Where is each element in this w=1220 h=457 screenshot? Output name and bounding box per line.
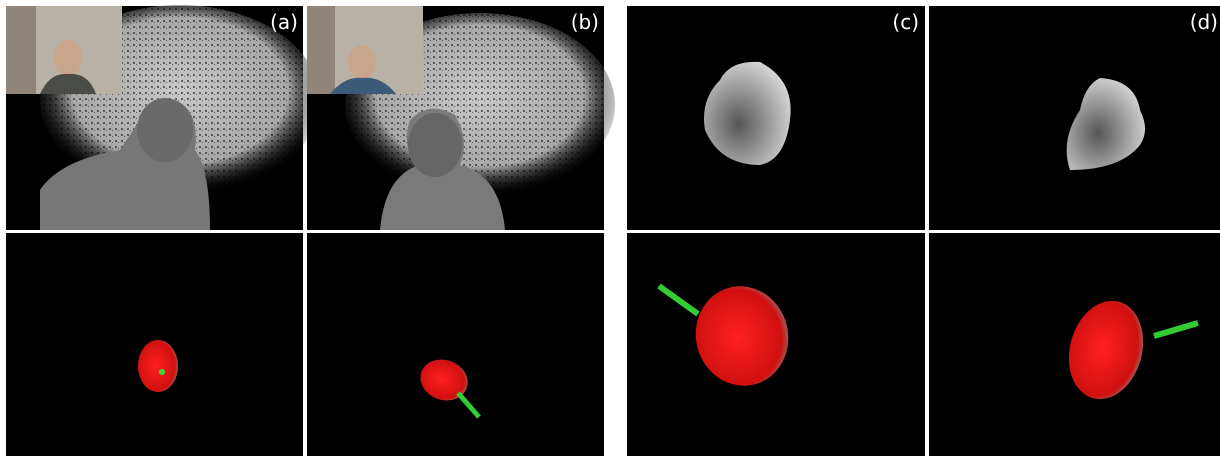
panel-a-depth (6, 5, 320, 230)
panel-d-model (929, 233, 1220, 456)
panel-d-depth (929, 6, 1220, 230)
inset-photo (6, 6, 122, 94)
panel-b-model (307, 233, 604, 456)
panel-c-depth (627, 6, 925, 230)
inset-photo (307, 6, 423, 94)
panel-b-depth (307, 6, 615, 230)
panel-label: (d) (1190, 10, 1218, 34)
panel-a-model (6, 233, 303, 456)
panel-label: (a) (270, 10, 298, 34)
panel-c-model (627, 233, 925, 456)
panel-label: (c) (892, 10, 919, 34)
figure: (a) (b) (c) (d) (0, 0, 1220, 457)
panel-label: (b) (571, 10, 599, 34)
